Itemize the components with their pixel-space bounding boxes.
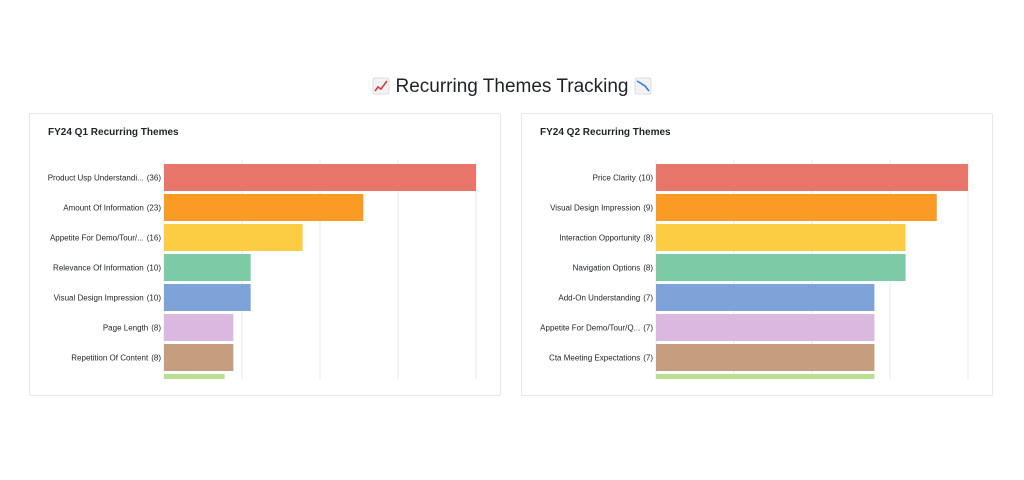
q1-bar[interactable]	[164, 224, 303, 251]
q2-chart-card: FY24 Q2 Recurring Themes (10) Price Clari…	[521, 113, 993, 396]
q1-value-label: (16)	[147, 234, 162, 243]
q2-value-label: (8)	[643, 264, 653, 273]
q2-chart-title: FY24 Q2 Recurring Themes	[540, 127, 671, 138]
q2-bar[interactable]	[656, 254, 906, 281]
q2-value-label: (7)	[643, 294, 653, 303]
q1-value-label: (8)	[151, 354, 161, 363]
q1-category-label: Appetite For Demo/Tour/...	[50, 234, 144, 243]
q2-value-label: (9)	[643, 204, 653, 213]
q1-category-label: Relevance Of Information	[53, 264, 144, 273]
q2-bar[interactable]	[656, 194, 937, 221]
q1-value-label: (8)	[151, 324, 161, 333]
q1-bar-chart: (36)Product Usp Understandi... (23) Amount…	[48, 160, 477, 379]
q2-bar[interactable]	[656, 344, 875, 371]
q2-bar[interactable]	[656, 284, 875, 311]
q1-value-label: (36)	[147, 174, 162, 183]
q1-value-label: (23)	[147, 204, 162, 213]
q2-category-label: Interaction Opportunity	[559, 234, 640, 243]
q2-category-label: Add-On Understanding	[558, 294, 640, 303]
chart-increasing-icon	[372, 77, 390, 103]
q1-bar[interactable]	[164, 374, 225, 379]
q2-bar[interactable]	[656, 314, 875, 341]
q1-bar[interactable]	[164, 254, 251, 281]
q2-bar[interactable]	[656, 224, 906, 251]
q2-category-label: Navigation Options	[573, 264, 641, 273]
q1-bar[interactable]	[164, 194, 364, 221]
q1-category-label: Visual Design Impression	[54, 294, 144, 303]
q2-bar[interactable]	[656, 374, 875, 379]
q1-bar[interactable]	[164, 314, 234, 341]
q1-bar[interactable]	[164, 344, 234, 371]
q1-value-label: (10)	[147, 294, 162, 303]
q1-value-label: (10)	[147, 264, 162, 273]
q2-category-label: Price Clarity	[593, 174, 636, 183]
q1-bar[interactable]	[164, 164, 476, 191]
q2-bar-chart: (10)Price Clarity (9)Visual Design Impres…	[540, 160, 969, 379]
q1-category-label: Repetition Of Content	[71, 354, 149, 363]
dashboard-title-text: Recurring Themes Tracking	[395, 76, 629, 97]
dashboard-title: Recurring Themes Tracking	[0, 74, 1024, 103]
q2-category-label: Cta Meeting Expectations	[549, 354, 640, 363]
q1-category-label: Page Length	[103, 324, 148, 333]
q2-category-label: Appetite For Demo/Tour/Q...	[540, 324, 640, 333]
q1-category-label: Product Usp Understandi...	[48, 174, 144, 183]
q1-category-label: Amount Of Information	[63, 204, 143, 213]
q2-value-label: (7)	[643, 324, 653, 333]
q2-value-label: (7)	[643, 354, 653, 363]
q2-value-label: (10)	[639, 174, 654, 183]
q2-category-label: Visual Design Impression	[550, 204, 640, 213]
q1-chart-card: FY24 Q1 Recurring Themes (36) Product Usp…	[29, 113, 501, 396]
q2-bar[interactable]	[656, 164, 968, 191]
chart-decreasing-icon	[634, 77, 652, 103]
q1-chart-title: FY24 Q1 Recurring Themes	[48, 127, 179, 138]
q1-bar[interactable]	[164, 284, 251, 311]
q2-value-label: (8)	[643, 234, 653, 243]
